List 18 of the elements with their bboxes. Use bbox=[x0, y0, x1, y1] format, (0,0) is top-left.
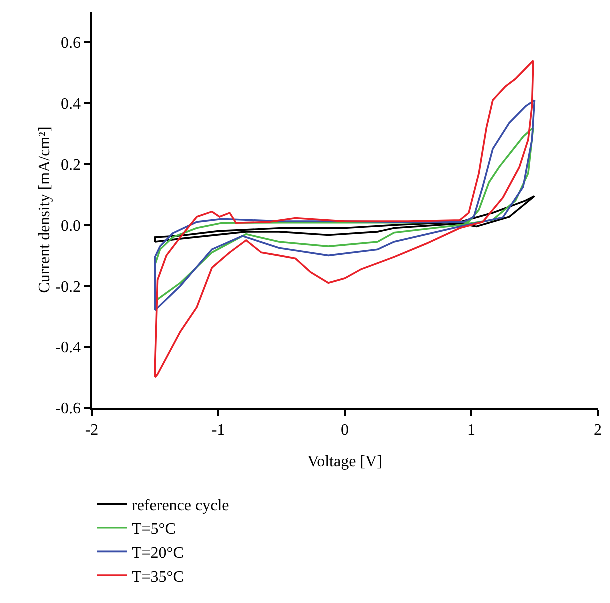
y-tick-label: -0.6 bbox=[56, 400, 82, 418]
y-tick-label: 0.2 bbox=[61, 156, 82, 174]
x-tick-label: -2 bbox=[85, 422, 99, 439]
legend-label: T=20°C bbox=[132, 544, 184, 562]
x-tick-label: -1 bbox=[212, 422, 226, 439]
y-tick-label: 0.4 bbox=[61, 96, 82, 113]
x-tick-label: 1 bbox=[468, 422, 476, 439]
x-axis-title: Voltage [V] bbox=[308, 454, 382, 470]
y-tick-label: 0.0 bbox=[61, 218, 82, 235]
y-axis-title: Current density [mA/cm²] bbox=[36, 126, 54, 294]
y-tick-label: 0.6 bbox=[61, 35, 82, 52]
legend-label: reference cycle bbox=[132, 497, 230, 514]
legend-label: T=5°C bbox=[132, 521, 176, 538]
y-tick-label: -0.2 bbox=[56, 278, 82, 296]
y-tick-label: -0.4 bbox=[56, 340, 82, 357]
x-tick-label: 2 bbox=[594, 422, 602, 439]
legend-label: T=35°C bbox=[132, 568, 184, 586]
x-tick-label: 0 bbox=[341, 422, 349, 439]
